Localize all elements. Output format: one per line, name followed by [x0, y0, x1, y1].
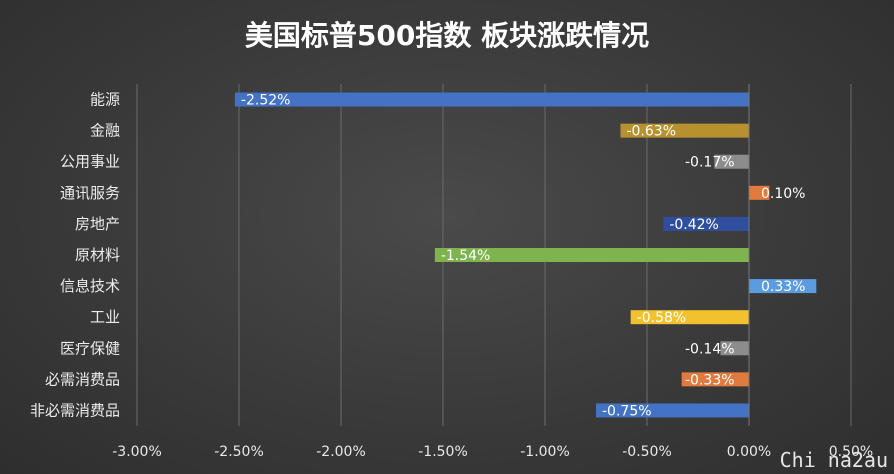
data-label: -0.33% [685, 372, 735, 388]
data-label: -0.17% [685, 155, 735, 171]
bar [620, 123, 749, 138]
category-label: 原材料 [75, 246, 120, 264]
data-label: -0.42% [669, 217, 719, 233]
category-label: 通讯服务 [60, 184, 120, 202]
bar [434, 248, 749, 262]
x-tick-label: -3.00% [112, 444, 162, 460]
bar [681, 372, 749, 387]
bar [596, 403, 749, 418]
bar [749, 279, 817, 294]
x-tick-label: -2.00% [316, 444, 366, 460]
x-tick-label: 0.50% [829, 444, 873, 460]
category-label: 工业 [90, 308, 120, 326]
data-label: -0.63% [626, 124, 676, 140]
x-tick-label: -0.50% [622, 444, 672, 460]
watermark: Chi na2au [779, 448, 888, 472]
category-label: 公用事业 [60, 153, 120, 171]
bar [663, 216, 749, 231]
data-label: 0.10% [761, 186, 805, 202]
category-label: 房地产 [75, 215, 120, 233]
category-label: 医疗保健 [60, 339, 120, 357]
chart-title: 美国标普500指数 板块涨跌情况 [244, 19, 650, 52]
bar [630, 310, 749, 325]
data-label: -0.14% [685, 341, 735, 357]
x-tick-label: -2.50% [214, 444, 264, 460]
data-label: -2.52% [241, 93, 291, 109]
bar [714, 154, 749, 169]
data-label: -0.75% [602, 403, 652, 419]
category-label: 金融 [90, 122, 120, 140]
x-tick-label: 0.00% [727, 444, 771, 460]
data-label: 0.33% [761, 279, 805, 295]
bar [720, 341, 749, 356]
bar [234, 92, 750, 107]
x-tick-label: -1.00% [520, 444, 570, 460]
bar [749, 185, 770, 200]
data-label: -0.58% [637, 310, 687, 326]
category-label: 必需消费品 [45, 370, 120, 388]
category-label: 非必需消费品 [30, 401, 120, 419]
data-label: -1.54% [441, 248, 491, 264]
category-label: 能源 [90, 91, 120, 109]
x-tick-label: -1.50% [418, 444, 468, 460]
category-label: 信息技术 [60, 277, 120, 295]
